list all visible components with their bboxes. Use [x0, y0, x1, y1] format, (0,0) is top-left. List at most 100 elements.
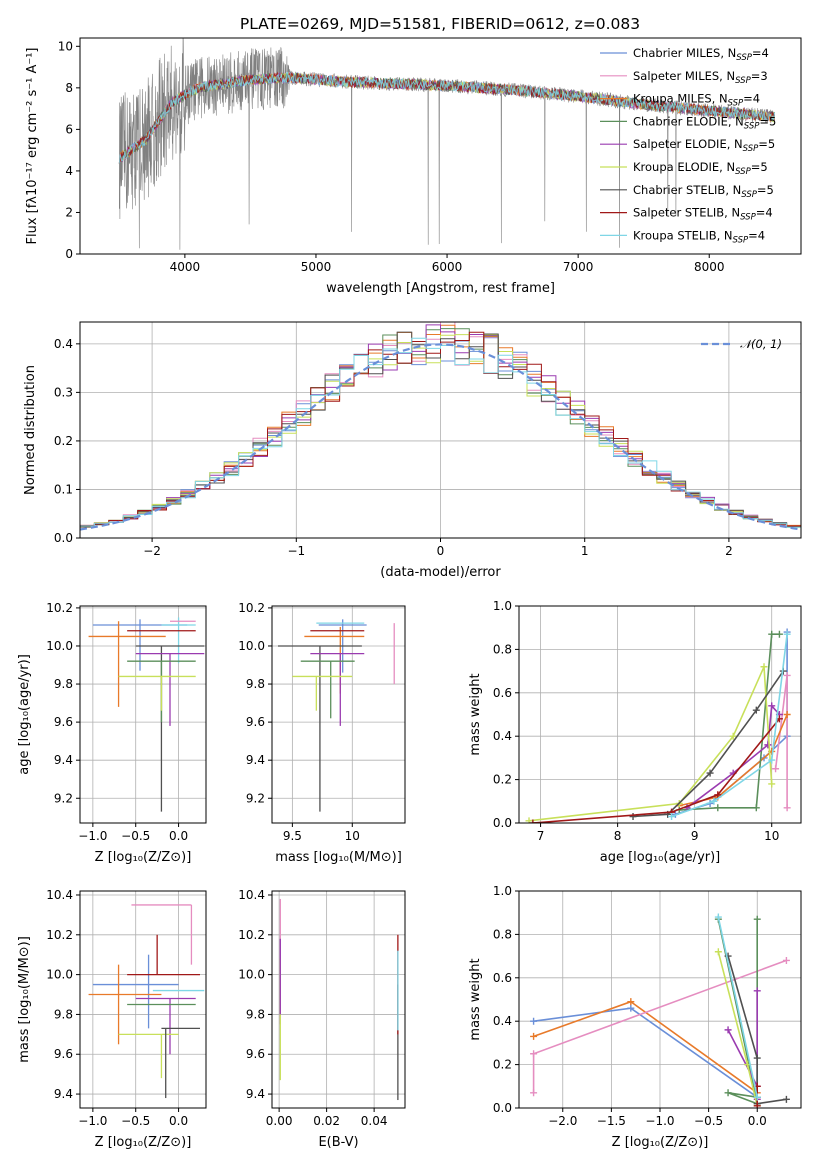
mass-weight-marker: [753, 915, 761, 923]
y-tick-label: 0.1: [54, 482, 73, 496]
mass-weight-marker: [530, 1089, 538, 1097]
axes-frame: −1.0 −0.5 0.0 9.2 9.4 9.6 9.8 10.0 10.2 Z [log₁₀(…: [17, 601, 207, 865]
errorbar-point: [88, 621, 166, 707]
x-axis-label: mass [log₁₀(M/M⊙)]: [275, 850, 402, 865]
plot-area: [277, 619, 395, 812]
y-tick-label: 9.4: [246, 753, 265, 767]
errorbar-point: [135, 997, 196, 1055]
y-tick-label: 4: [65, 164, 73, 178]
axes-border: [79, 37, 802, 255]
mass-weight-marker: [530, 1032, 538, 1040]
errorbar-point: [92, 619, 188, 671]
y-tick-label: 9.2: [54, 791, 73, 805]
x-tick-label: 0.0: [748, 1114, 767, 1128]
spectrum-panel: 4000 5000 6000 7000 8000 0 2 4 6 8 10 wavelength [A…: [25, 37, 802, 296]
mass-weight-marker: [772, 765, 780, 773]
mass-weight-marker: [629, 812, 637, 820]
mass-weight-marker: [668, 812, 676, 820]
x-axis-label: Z [log₁₀(Z/Z⊙)]: [612, 1135, 709, 1150]
y-tick-label: 0.4: [493, 729, 512, 743]
legend-label: Salpeter ELODIE, NSSP=5: [633, 137, 775, 154]
mass-weight-marker: [752, 706, 760, 714]
axes-frame: −1.0 −0.5 0.0 9.4 9.6 9.8 10.0 10.2 10.4 Z [log₁₀…: [17, 888, 207, 1150]
mass-weight-marker: [710, 797, 718, 805]
mass-weight-series-line: [727, 955, 787, 1105]
mass-weight-marker: [753, 987, 761, 995]
legend-label: Salpeter STELIB, NSSP=4: [633, 206, 773, 223]
errorbar-point: [88, 964, 162, 1045]
y-tick-label: 0.2: [493, 1058, 512, 1072]
x-tick-label: 0.0: [169, 829, 188, 843]
x-tick-label: 9: [691, 829, 699, 843]
mass-weight-marker: [760, 663, 768, 671]
mass-weight-marker: [768, 756, 776, 764]
mass-weight-series-line: [533, 1000, 758, 1094]
errorbar-point: [310, 652, 365, 726]
y-axis-label: Flux [fλ10⁻¹⁷ erg cm⁻² s⁻¹ A⁻¹]: [25, 48, 40, 245]
x-tick-label: 2: [725, 544, 733, 558]
x-axis-label: age [log₁₀(age/yr)]: [600, 850, 721, 865]
y-tick-label: 10: [58, 39, 73, 53]
y-tick-label: 6: [65, 122, 73, 136]
mass-weight-marker: [775, 630, 783, 638]
errorbar-point: [161, 1027, 200, 1099]
y-tick-label: 8: [65, 81, 73, 95]
x-tick-label: −0.5: [694, 1114, 723, 1128]
axes-frame: 0.00 0.02 0.04 9.4 9.6 9.8 10.0 10.2 10.4 E(B-V): [238, 888, 406, 1150]
plot-area: [530, 913, 790, 1108]
mass-weight-series-line: [727, 990, 758, 1100]
legend-label: Kroupa STELIB, NSSP=4: [633, 228, 765, 245]
plot-area: [80, 322, 801, 531]
y-axis-label: mass weight: [468, 673, 483, 755]
x-tick-label: 0.02: [313, 1114, 340, 1128]
x-tick-label: 6000: [432, 260, 463, 274]
legend-label: Kroupa ELODIE, NSSP=5: [633, 160, 768, 177]
y-tick-label: 0: [65, 247, 73, 261]
x-tick-label: −1.5: [597, 1114, 626, 1128]
errorbar-point: [118, 675, 196, 711]
mass-weight-marker: [530, 1017, 538, 1025]
plot-area: [88, 617, 205, 812]
mass-vs-extinction-panel: 0.00 0.02 0.04 9.4 9.6 9.8 10.0 10.2 10.4 E(B-V): [238, 888, 406, 1150]
age-vs-mass-panel: 9.5 10 9.2 9.4 9.6 9.8 10.0 10.2 mass [log₁₀(M/M…: [238, 601, 406, 865]
y-tick-label: 10.0: [46, 968, 73, 982]
errorbar-point: [300, 660, 355, 719]
axes-frame: −2.0 −1.5 −1.0 −0.5 0.0 0.0 0.2 0.4 0.6 0.8 1.0 Z […: [468, 884, 802, 1150]
y-tick-label: 9.6: [246, 1047, 265, 1061]
normal-distribution-curve: [80, 343, 801, 531]
y-tick-label: 0.3: [54, 385, 73, 399]
y-tick-label: 1.0: [493, 884, 512, 898]
x-axis-label: E(B-V): [318, 1135, 358, 1150]
x-axis-label: wavelength [Angstrom, rest frame]: [326, 281, 555, 296]
y-axis-label: Normed distribution: [23, 365, 38, 495]
y-tick-label: 2: [65, 205, 73, 219]
mass-weight-marker: [783, 711, 791, 718]
y-tick-label: 10.0: [238, 639, 265, 653]
y-tick-label: 0.0: [493, 1101, 512, 1115]
mass-weight-marker: [724, 952, 732, 960]
mass-weight-marker: [783, 671, 791, 679]
axes-frame: 4000 5000 6000 7000 8000 0 2 4 6 8 10 wavelength [A…: [25, 37, 802, 296]
y-tick-label: 9.2: [246, 791, 265, 805]
y-tick-label: 0.8: [493, 927, 512, 941]
mass-weight-marker: [714, 791, 722, 799]
mass-weight-marker: [714, 913, 722, 921]
residual-histogram-panel: −2 −1 0 1 2 0.0 0.1 0.2 0.3 0.4 (data-model)/error…: [23, 321, 802, 580]
plot-area: [525, 628, 791, 823]
y-tick-label: 0.6: [493, 971, 512, 985]
x-tick-label: 0.04: [361, 1114, 388, 1128]
x-tick-label: −1.0: [78, 829, 107, 843]
model-spectrum-line: [118, 71, 775, 164]
mass-weight-marker: [714, 948, 722, 956]
mass-weight-marker: [768, 780, 776, 788]
errorbar-point: [277, 645, 362, 812]
spectrum-legend: Chabrier MILES, NSSP=4 Salpeter MILES, NS…: [600, 46, 776, 245]
x-axis-label: Z [log₁₀(Z/Z⊙)]: [95, 850, 192, 865]
y-tick-label: 10.4: [46, 888, 73, 902]
y-tick-label: 9.4: [54, 1087, 73, 1101]
y-axis-label: mass weight: [468, 958, 483, 1040]
x-tick-label: 1: [581, 544, 589, 558]
y-tick-label: 10.2: [46, 601, 73, 615]
x-tick-label: 0.00: [266, 1114, 293, 1128]
